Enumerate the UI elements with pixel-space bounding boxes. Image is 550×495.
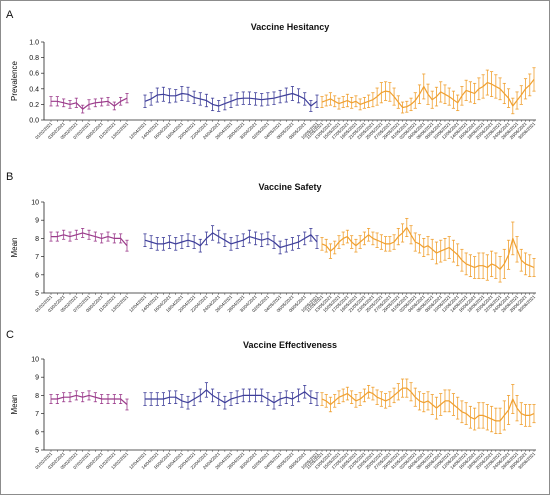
series-line bbox=[321, 387, 535, 422]
y-tick-label: 6 bbox=[35, 429, 39, 436]
y-tick-label: 8 bbox=[35, 236, 39, 243]
y-tick-label: 0.0 bbox=[29, 118, 39, 125]
y-tick-label: 7 bbox=[35, 411, 39, 418]
y-tick-label: 9 bbox=[35, 375, 39, 382]
y-tick-label: 9 bbox=[35, 218, 39, 225]
series-line bbox=[144, 92, 318, 107]
y-tick-label: 7 bbox=[35, 254, 39, 261]
y-tick-label: 0.8 bbox=[29, 55, 39, 62]
y-axis-label: Prevalence bbox=[10, 60, 19, 101]
series-line bbox=[144, 232, 318, 249]
y-tick-label: 6 bbox=[35, 272, 39, 279]
y-tick-label: 10 bbox=[31, 357, 39, 364]
chart-title: Vaccine Hesitancy bbox=[251, 22, 330, 32]
panel-letter: C bbox=[6, 329, 14, 341]
chart-title: Vaccine Safety bbox=[258, 182, 321, 192]
series-line bbox=[51, 97, 128, 110]
panel-letter: B bbox=[6, 171, 13, 183]
y-tick-label: 8 bbox=[35, 393, 39, 400]
series-line bbox=[51, 232, 128, 247]
y-tick-label: 0.2 bbox=[29, 102, 39, 109]
y-tick-label: 0.4 bbox=[29, 86, 39, 93]
y-axis-label: Mean bbox=[10, 394, 19, 414]
y-tick-label: 5 bbox=[35, 291, 39, 298]
series-line bbox=[51, 394, 128, 405]
panel-letter: A bbox=[6, 9, 14, 21]
y-tick-label: 5 bbox=[35, 448, 39, 455]
series-line bbox=[321, 79, 535, 109]
series-line bbox=[321, 226, 535, 270]
y-tick-label: 0.6 bbox=[29, 71, 39, 78]
chart-title: Vaccine Effectiveness bbox=[243, 340, 337, 350]
y-tick-label: 10 bbox=[31, 200, 39, 207]
y-tick-label: 1.0 bbox=[29, 40, 39, 47]
y-axis-label: Mean bbox=[10, 237, 19, 257]
series-line bbox=[145, 389, 318, 404]
